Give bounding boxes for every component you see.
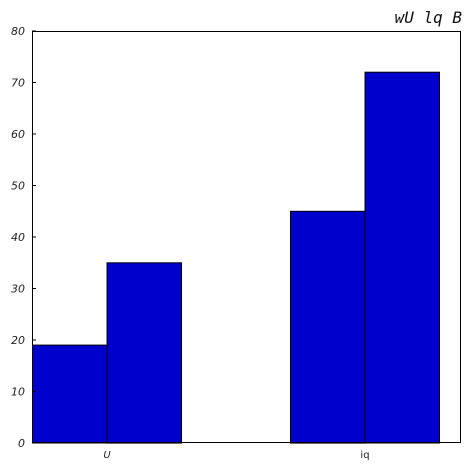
y-tick-label: 30	[11, 283, 25, 296]
bars-group	[32, 71, 440, 444]
x-tick-label: iq	[360, 450, 369, 461]
bar-U-1	[32, 344, 108, 444]
bar-U-2	[106, 262, 182, 444]
y-tick-label: 60	[11, 128, 25, 141]
y-tick-label: 50	[11, 180, 25, 193]
bar-iq-1	[290, 210, 366, 444]
bar-iq-2	[364, 71, 440, 444]
y-tick-label: 40	[11, 231, 25, 244]
y-axis: 0 10 20 30 40 50 60 70 80	[11, 25, 36, 450]
y-tick-label: 20	[11, 334, 25, 347]
y-tick-label: 0	[18, 437, 25, 450]
y-tick-label: 70	[11, 77, 25, 90]
x-tick-label: U	[103, 450, 111, 461]
chart-title: wU lq B	[395, 8, 463, 27]
y-tick-label: 80	[11, 25, 25, 38]
y-tick-label: 10	[11, 386, 25, 399]
